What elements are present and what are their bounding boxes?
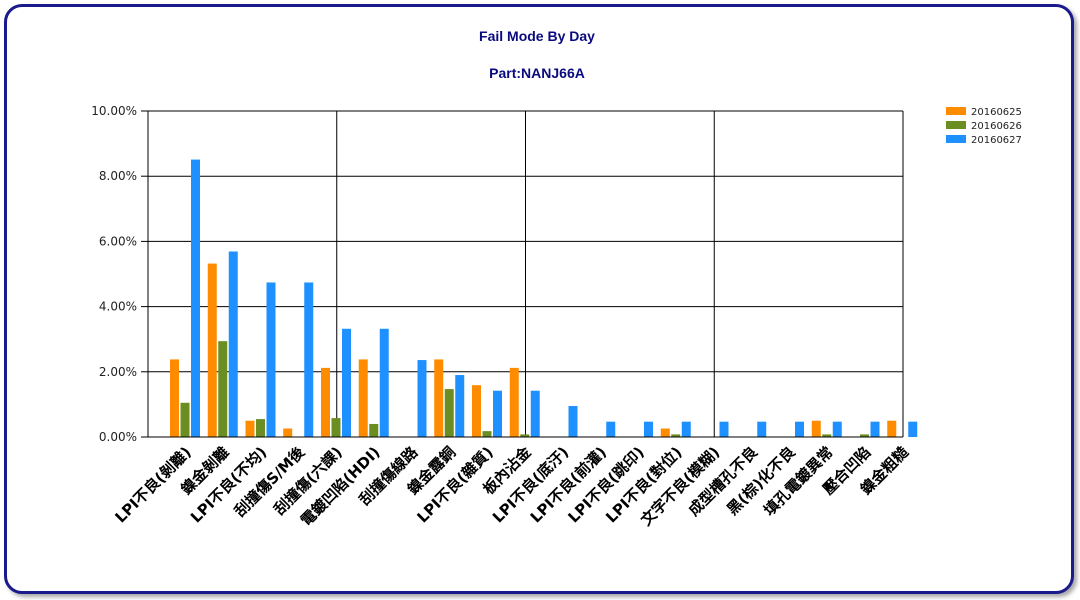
legend-label: 20160625: [971, 107, 1022, 118]
chart-subtitle: Part:NANJ66A: [489, 65, 585, 81]
bar: [321, 367, 330, 437]
bar: [342, 328, 351, 437]
bar: [283, 428, 293, 437]
bar: [369, 423, 379, 437]
y-tick-label: 2.00%: [99, 365, 137, 379]
bar: [444, 389, 454, 437]
legend-label: 20160627: [971, 135, 1022, 146]
legend-label: 20160626: [971, 121, 1022, 132]
bar: [887, 420, 897, 437]
bar: [822, 434, 832, 437]
chart-frame: [4, 4, 1074, 594]
bar: [331, 418, 341, 437]
chart-title: Fail Mode By Day: [479, 28, 595, 44]
legend: 20160625 20160626 20160627: [946, 107, 1022, 146]
bar: [520, 434, 530, 437]
y-tick-label: 6.00%: [99, 234, 137, 248]
bar: [379, 328, 389, 437]
legend-swatch: [946, 107, 966, 115]
grid-lines: [148, 110, 904, 438]
bar: [207, 263, 217, 437]
bar: [606, 421, 616, 437]
bar: [228, 251, 238, 437]
bar: [304, 282, 314, 437]
bar: [757, 421, 767, 437]
y-tick-label: 0.00%: [99, 430, 137, 444]
bar: [681, 421, 691, 437]
bar: [660, 428, 670, 437]
bar: [644, 421, 653, 437]
legend-swatch: [946, 121, 966, 129]
bar: [493, 390, 502, 437]
bar: [434, 359, 444, 437]
y-tick-label: 4.00%: [99, 300, 137, 314]
bar: [795, 421, 804, 437]
bars: [170, 159, 918, 437]
legend-swatch: [946, 135, 966, 143]
bar: [811, 420, 821, 437]
y-tick-label: 10.00%: [91, 104, 137, 118]
bar: [256, 419, 265, 437]
bar: [245, 420, 255, 437]
bar: [671, 434, 681, 437]
bar: [908, 421, 918, 437]
bar: [266, 282, 276, 437]
bar: [358, 359, 368, 437]
bar: [218, 341, 228, 437]
bar: [530, 390, 540, 437]
bar: [482, 431, 492, 437]
bar: [417, 360, 427, 437]
axes: [141, 110, 903, 438]
bar: [860, 434, 869, 437]
bar: [719, 421, 729, 437]
bar: [568, 406, 578, 437]
bar: [870, 421, 880, 437]
bar: [170, 359, 179, 437]
y-tick-labels: 0.00% 2.00% 4.00% 6.00% 8.00% 10.00%: [91, 104, 137, 444]
bar: [832, 421, 842, 437]
bar: [472, 385, 481, 437]
bar: [191, 159, 200, 437]
bar: [455, 375, 465, 437]
bar: [180, 402, 190, 437]
x-category-labels: LPI不良(剝離)鎳金剝離LPI不良(不均)刮撞傷S/M後刮撞傷(六課)電鍍凹陷…: [111, 442, 912, 529]
y-tick-label: 8.00%: [99, 169, 137, 183]
bar: [509, 367, 519, 437]
